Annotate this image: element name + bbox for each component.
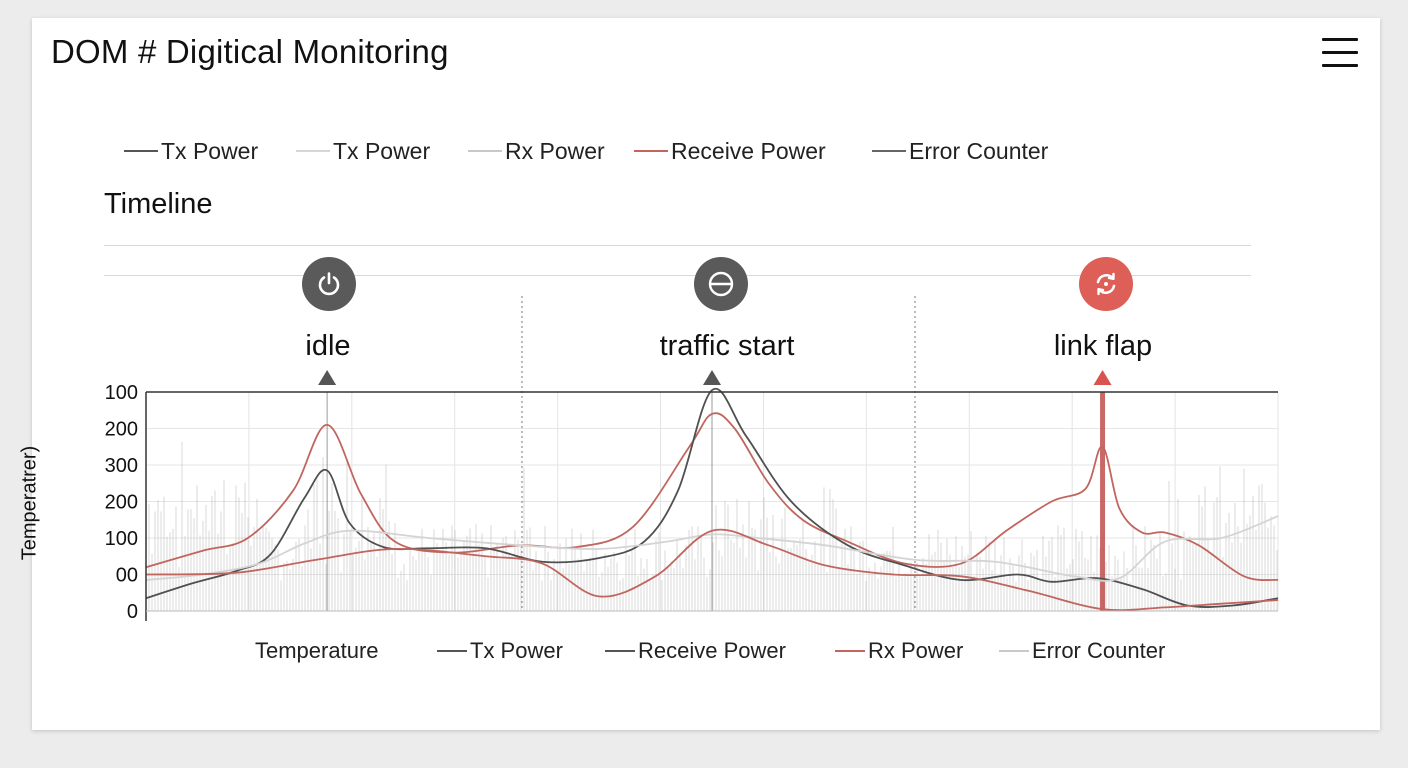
legend-label: Receive Power bbox=[638, 638, 786, 663]
y-axis-label: Temperatrer) bbox=[18, 445, 41, 561]
legend-label: Rx Power bbox=[868, 638, 964, 663]
y-tick-label: 0 bbox=[127, 601, 138, 623]
event-marker-triangle bbox=[318, 370, 337, 385]
timeline-divider bbox=[104, 275, 1251, 276]
phase-label-link-flap: link flap bbox=[1053, 330, 1153, 362]
legend-swatch bbox=[999, 650, 1029, 652]
y-tick-label: 200 bbox=[105, 492, 138, 514]
legend-swatch bbox=[835, 650, 865, 652]
series-line-rx-power bbox=[145, 528, 1279, 612]
page-title: DOM # Digitical Monitoring bbox=[51, 33, 449, 70]
y-tick-label: 200 bbox=[105, 419, 138, 441]
legend-item[interactable]: Receive Power bbox=[605, 638, 786, 664]
y-tick-label: 100 bbox=[105, 382, 138, 404]
y-tick-label: 100 bbox=[105, 528, 138, 550]
legend-label: Rx Power bbox=[505, 137, 605, 164]
hamburger-menu-icon[interactable] bbox=[1322, 38, 1358, 70]
legend-item[interactable]: Error Counter bbox=[872, 138, 1048, 165]
legend-label: Tx Power bbox=[161, 137, 259, 164]
legend-swatch bbox=[605, 650, 635, 652]
power-icon[interactable] bbox=[302, 257, 356, 311]
refresh-icon[interactable] bbox=[1079, 257, 1133, 311]
legend-item[interactable]: Tx Power bbox=[296, 138, 430, 165]
top-legend: Tx Power Tx Power Rx Power Receive Power… bbox=[0, 137, 1408, 165]
legend-label: Tx Power bbox=[470, 638, 563, 663]
traffic-icon[interactable] bbox=[694, 257, 748, 311]
event-marker-triangle bbox=[703, 370, 721, 385]
legend-item[interactable]: Rx Power bbox=[835, 638, 963, 664]
legend-swatch bbox=[124, 150, 158, 152]
legend-item[interactable]: Tx Power bbox=[437, 638, 563, 664]
bottom-legend: Temperature Tx Power Receive Power Rx Po… bbox=[0, 637, 1408, 665]
phase-label-traffic-start: traffic start bbox=[659, 330, 795, 362]
legend-swatch bbox=[468, 150, 502, 152]
phase-label-idle: idle bbox=[305, 330, 351, 362]
legend-swatch bbox=[437, 650, 467, 652]
series-line-tx-power bbox=[145, 387, 1279, 608]
series-line-tx-power-2 bbox=[145, 515, 1279, 582]
series-line-receive-power bbox=[145, 412, 1279, 581]
legend-label: Error Counter bbox=[1032, 638, 1166, 663]
legend-item[interactable]: Rx Power bbox=[468, 138, 605, 165]
timeline-divider bbox=[104, 245, 1251, 246]
legend-label: Receive Power bbox=[671, 137, 826, 164]
y-tick-label: 300 bbox=[105, 455, 138, 477]
legend-swatch bbox=[872, 150, 906, 152]
legend-swatch bbox=[634, 150, 668, 152]
legend-label: Error Counter bbox=[909, 137, 1049, 164]
legend-swatch bbox=[296, 150, 330, 152]
legend-label: Temperature bbox=[255, 638, 379, 663]
legend-label: Tx Power bbox=[333, 137, 431, 164]
y-tick-label: 00 bbox=[116, 565, 138, 587]
event-marker-triangle bbox=[1093, 370, 1112, 385]
legend-item[interactable]: Temperature bbox=[255, 638, 379, 664]
legend-item[interactable]: Tx Power bbox=[124, 138, 258, 165]
legend-item[interactable]: Receive Power bbox=[634, 138, 826, 165]
legend-item[interactable]: Error Counter bbox=[999, 638, 1165, 664]
timeline-title: Timeline bbox=[104, 188, 213, 220]
